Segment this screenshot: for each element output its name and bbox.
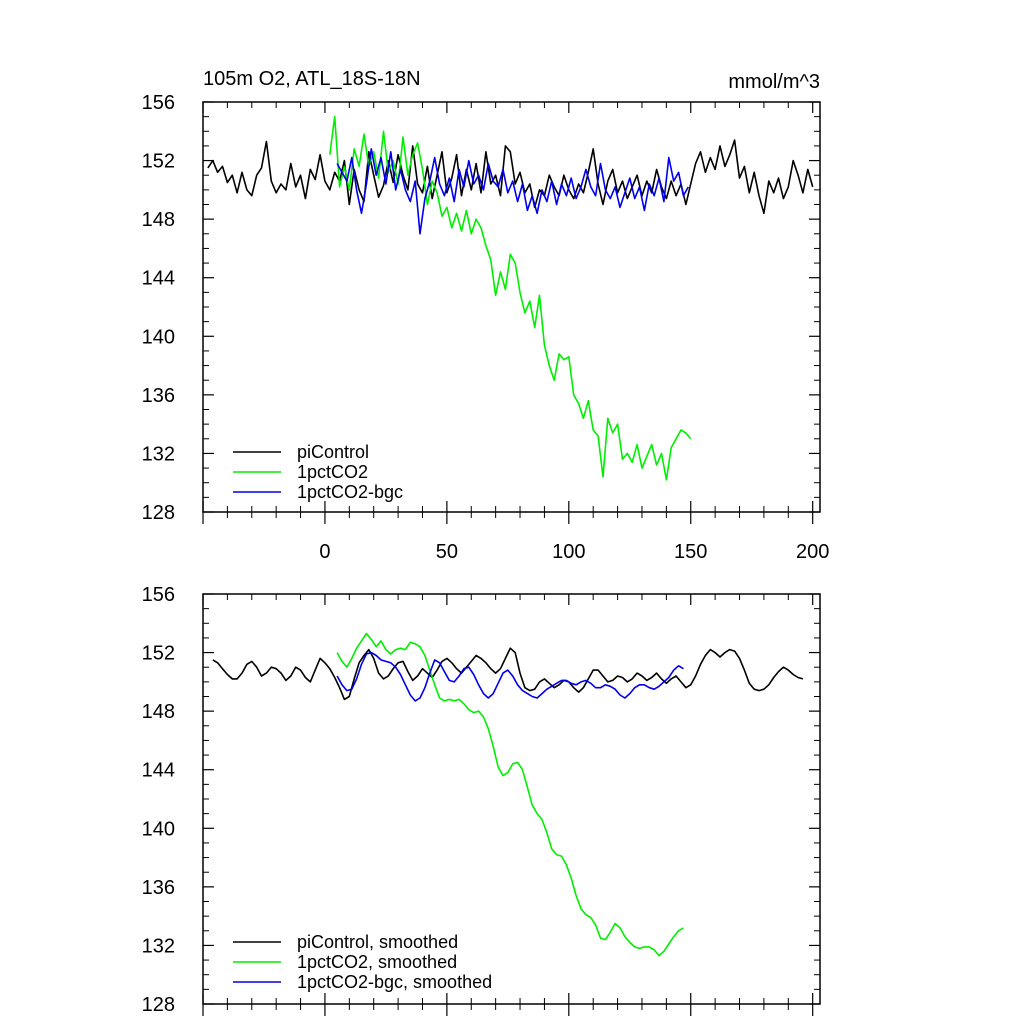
y-tick-label: 156 (142, 92, 175, 114)
y-tick-label: 128 (142, 502, 175, 524)
top-panel-title: 105m O2, ATL_18S-18N (203, 68, 421, 90)
x-tick-label: 0 (319, 541, 330, 563)
bottom-panel: 128 132 136 140 144 148 152 156 piControl, smoo… (142, 584, 821, 1016)
legend-label: 1pctCO2-bgc (297, 482, 403, 502)
legend-label: 1pctCO2, smoothed (297, 952, 457, 972)
legend-label: piControl, smoothed (297, 932, 458, 952)
y-tick-label: 148 (142, 701, 175, 723)
series-line-1pctco2-bgc-smoothed (336, 651, 684, 702)
legend-label: piControl (297, 442, 369, 462)
y-tick-label: 144 (142, 760, 175, 782)
legend-label: 1pctCO2 (297, 462, 368, 482)
series-line-1pctco2 (329, 115, 692, 481)
y-tick-label: 140 (142, 326, 175, 348)
top-panel: 105m O2, ATL_18S-18N mmol/m^3 128 132 136 1… (142, 68, 830, 563)
y-tick-label: 148 (142, 209, 175, 231)
x-tick-label: 150 (674, 541, 707, 563)
top-panel-units: mmol/m^3 (728, 71, 820, 93)
y-tick-label: 144 (142, 268, 175, 290)
series-line-picontrol-smoothed (212, 647, 804, 701)
y-tick-label: 128 (142, 994, 175, 1016)
y-tick-label: 136 (142, 385, 175, 407)
y-tick-label: 152 (142, 643, 175, 665)
series-line-1pctco2-smoothed (336, 632, 684, 957)
y-tick-label: 156 (142, 584, 175, 606)
bottom-panel-frame (202, 593, 821, 1005)
y-tick-label: 152 (142, 151, 175, 173)
x-tick-label: 200 (796, 541, 829, 563)
y-tick-label: 140 (142, 818, 175, 840)
series-line-1pctco2-bgc (336, 148, 689, 235)
y-tick-label: 132 (142, 443, 175, 465)
legend-label: 1pctCO2-bgc, smoothed (297, 972, 492, 992)
x-tick-label: 50 (436, 541, 458, 563)
y-tick-label: 136 (142, 877, 175, 899)
series-line-picontrol (207, 139, 814, 215)
y-tick-label: 132 (142, 935, 175, 957)
top-panel-frame (202, 101, 821, 513)
x-tick-label: 100 (552, 541, 585, 563)
